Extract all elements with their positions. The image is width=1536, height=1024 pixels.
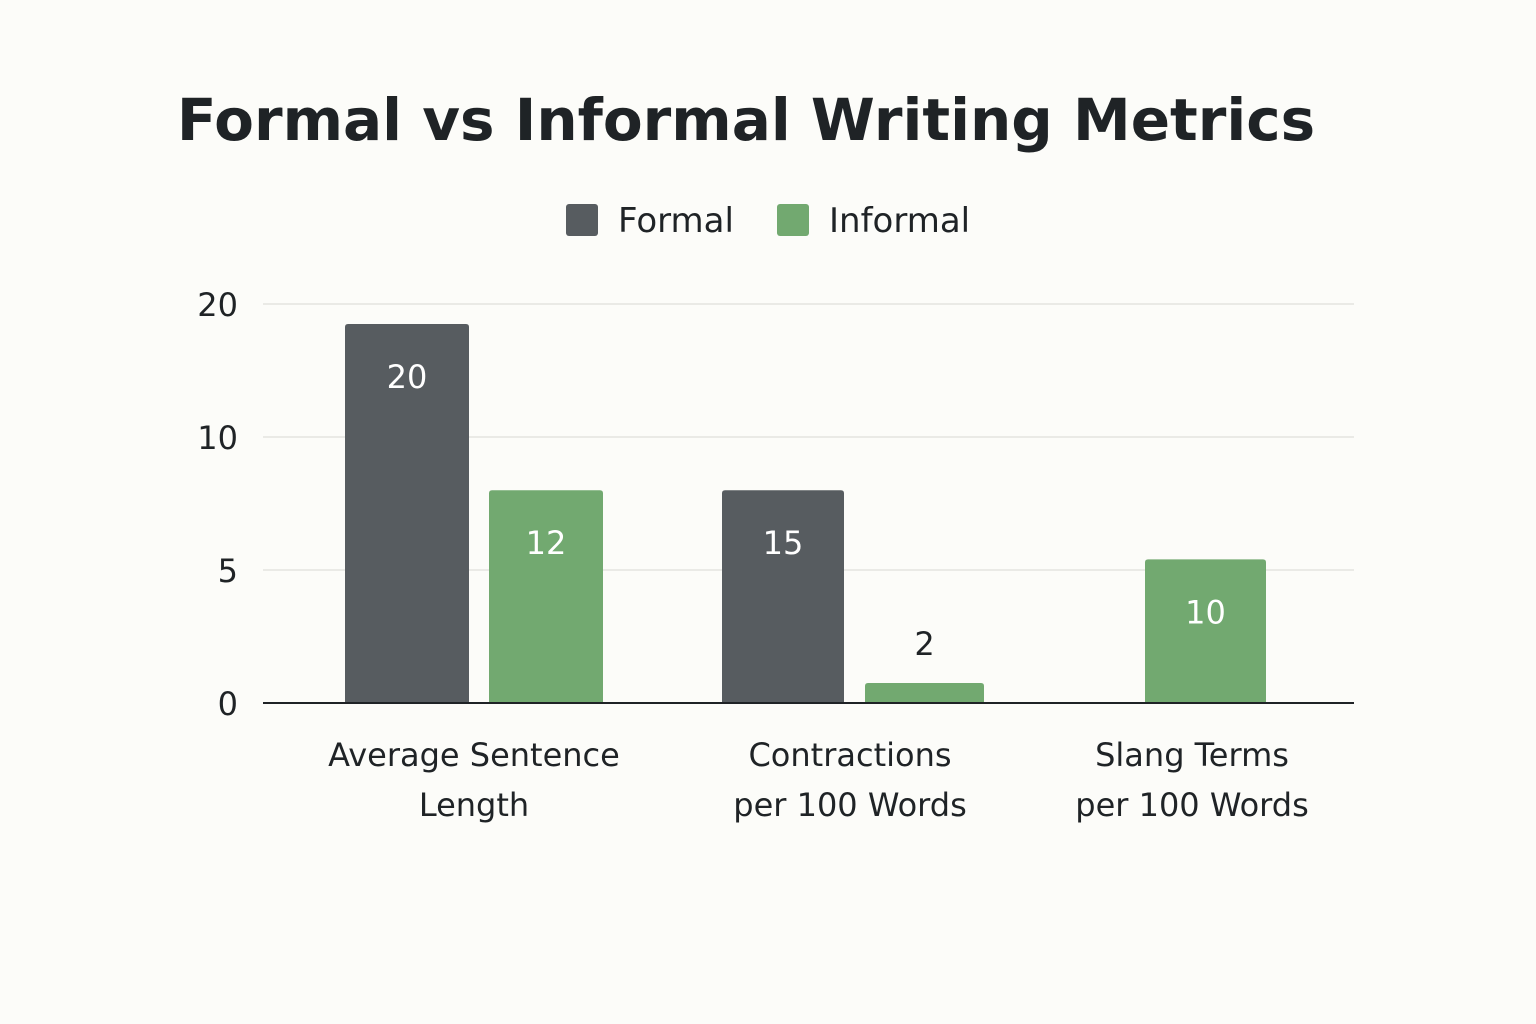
bar-formal-1 [722, 490, 844, 703]
data-label-informal-0: 12 [526, 524, 567, 562]
category-label-2-line-1: per 100 Words [1075, 786, 1309, 824]
category-label-2-line-0: Slang Terms [1095, 736, 1289, 774]
bar-formal-0 [345, 323, 469, 703]
category-label-0-line-0: Average Sentence [328, 736, 620, 774]
legend-label-formal: Formal [618, 201, 734, 241]
y-axis-ticks: 0 5 10 20 [197, 286, 238, 723]
data-label-informal-2: 10 [1185, 593, 1226, 631]
data-label-formal-0: 20 [387, 358, 428, 396]
category-label-0-line-1: Length [419, 786, 529, 824]
bar-informal-0 [489, 490, 603, 703]
y-tick-label: 0 [218, 685, 238, 723]
bar-informal-1 [865, 683, 984, 703]
y-tick-label: 10 [197, 419, 238, 457]
bar-informal-2 [1145, 559, 1266, 703]
chart-title: Formal vs Informal Writing Metrics [177, 86, 1315, 154]
legend: Formal Informal [566, 201, 970, 241]
data-label-formal-1: 15 [763, 524, 804, 562]
legend-swatch-informal [777, 204, 809, 236]
legend-label-informal: Informal [829, 201, 970, 241]
category-label-1-line-0: Contractions [748, 736, 951, 774]
y-tick-label: 20 [197, 286, 238, 324]
y-tick-label: 5 [218, 552, 238, 590]
category-labels: Average Sentence Length Contractions per 10… [328, 736, 1309, 824]
data-labels: 20 12 15 2 10 [387, 358, 1226, 663]
category-label-1-line-1: per 100 Words [733, 786, 967, 824]
legend-swatch-formal [566, 204, 598, 236]
bars [345, 323, 1266, 703]
data-label-informal-1: 2 [914, 625, 934, 663]
